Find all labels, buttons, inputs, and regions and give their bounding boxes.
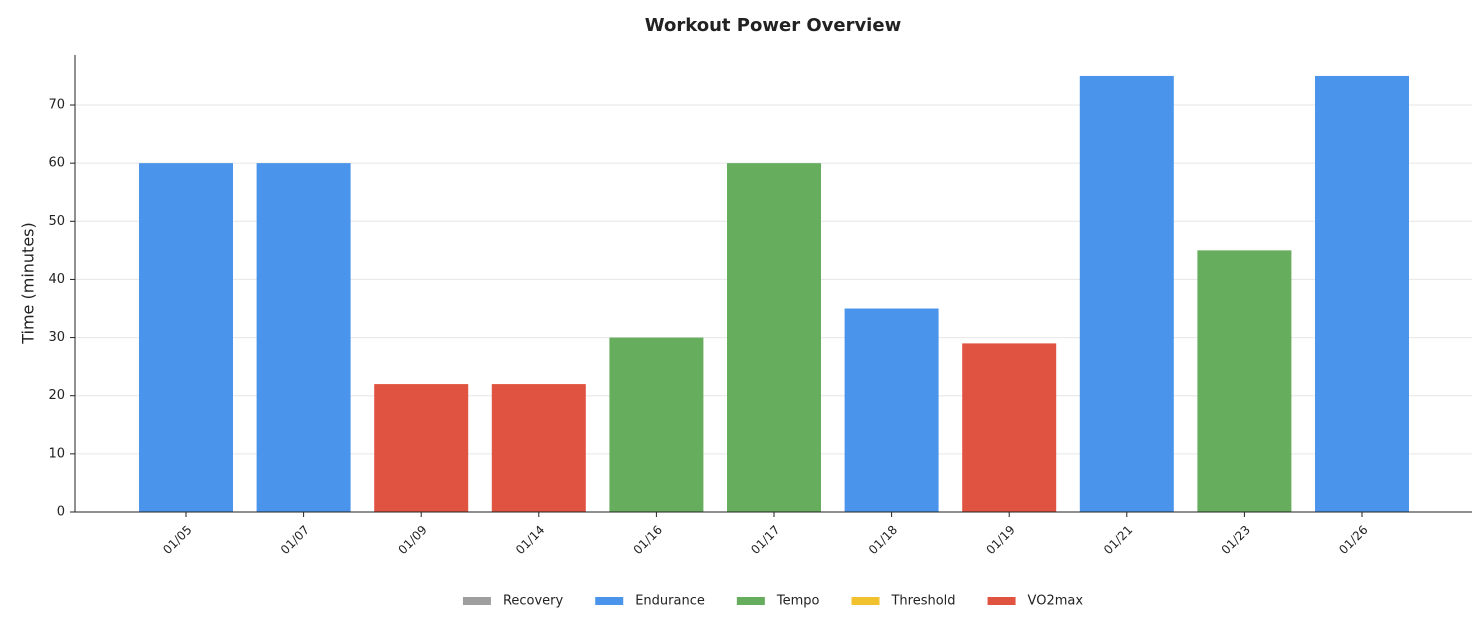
bar bbox=[727, 163, 821, 513]
bar bbox=[256, 163, 351, 513]
y-tick-label: 60 bbox=[48, 156, 65, 171]
bar bbox=[844, 308, 939, 512]
bar bbox=[1079, 75, 1174, 512]
x-tick-label: 01/23 bbox=[1219, 523, 1253, 557]
x-tick-label: 01/19 bbox=[983, 523, 1017, 557]
legend-label: Recovery bbox=[503, 594, 564, 609]
y-axis-label: Time (minutes) bbox=[19, 222, 38, 345]
x-tick-label: 01/26 bbox=[1336, 523, 1370, 557]
bar bbox=[491, 384, 586, 512]
bar bbox=[374, 384, 469, 512]
legend-label: Threshold bbox=[890, 594, 955, 609]
y-tick-label: 70 bbox=[48, 98, 65, 113]
x-tick-label: 01/18 bbox=[866, 523, 900, 557]
legend-swatch bbox=[462, 597, 491, 605]
legend-swatch bbox=[987, 597, 1016, 605]
bar bbox=[1197, 250, 1292, 513]
legend-swatch bbox=[736, 597, 765, 605]
x-tick-label: 01/21 bbox=[1101, 523, 1135, 557]
x-tick-label: 01/05 bbox=[160, 523, 194, 557]
y-tick-label: 50 bbox=[48, 214, 65, 229]
x-tick-label: 01/16 bbox=[631, 523, 665, 557]
bar bbox=[962, 343, 1057, 512]
chart-title: Workout Power Overview bbox=[645, 15, 901, 36]
x-tick-label: 01/09 bbox=[395, 523, 429, 557]
y-tick-label: 0 bbox=[57, 505, 65, 520]
legend-label: Tempo bbox=[776, 594, 820, 609]
legend-swatch bbox=[595, 597, 624, 605]
x-tick-label: 01/07 bbox=[278, 523, 312, 557]
legend-label: Endurance bbox=[635, 594, 705, 609]
x-tick-label: 01/14 bbox=[513, 523, 547, 557]
legend-swatch bbox=[851, 597, 880, 605]
bar bbox=[609, 337, 704, 512]
y-tick-label: 30 bbox=[48, 330, 65, 345]
bar bbox=[1315, 75, 1409, 512]
y-tick-label: 20 bbox=[48, 388, 65, 403]
x-tick-label: 01/17 bbox=[748, 523, 782, 557]
y-tick-label: 40 bbox=[48, 272, 65, 287]
y-tick-label: 10 bbox=[48, 446, 65, 461]
legend-label: VO2max bbox=[1028, 594, 1084, 609]
bar bbox=[139, 163, 233, 513]
